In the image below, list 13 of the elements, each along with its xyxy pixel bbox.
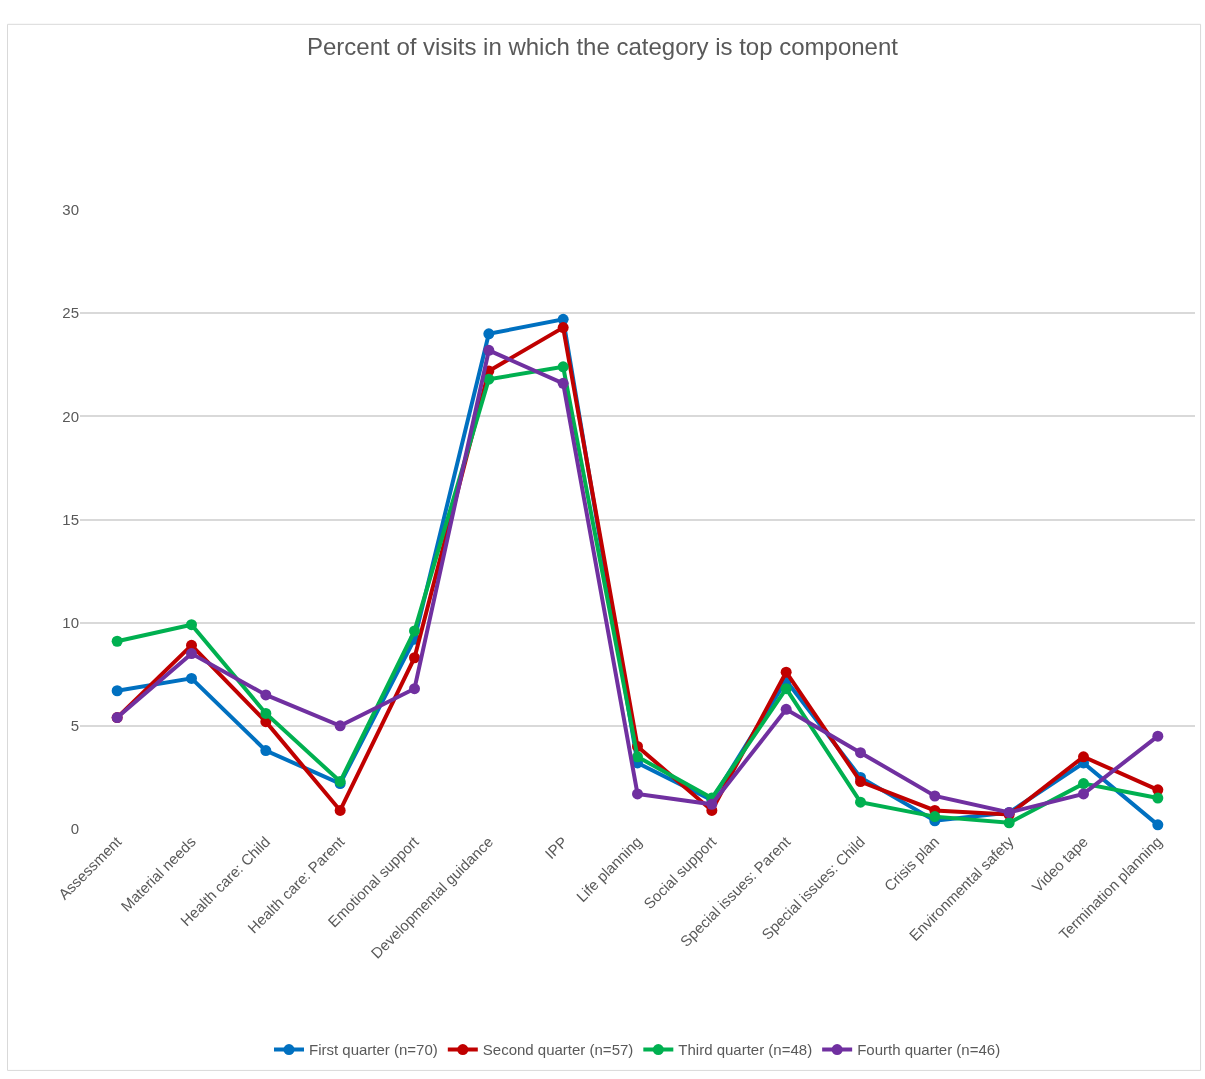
- x-tick-label: IPP: [541, 832, 571, 863]
- y-tick-label: 10: [62, 613, 79, 631]
- y-tick-label: 20: [62, 407, 79, 425]
- y-tick-label: 5: [70, 717, 79, 735]
- legend-label: Third quarter (n=48): [678, 1041, 813, 1059]
- legend-label: Fourth quarter (n=46): [857, 1041, 1001, 1059]
- y-tick-label: 15: [62, 510, 79, 528]
- legend-label: First quarter (n=70): [309, 1041, 438, 1059]
- y-tick-label: 0: [70, 820, 79, 838]
- y-tick-label: 25: [62, 304, 79, 322]
- chart-title: Percent of visits in which the category is top component: [307, 32, 899, 60]
- legend-label: Second quarter (n=57): [482, 1041, 634, 1059]
- y-tick-label: 30: [62, 201, 79, 219]
